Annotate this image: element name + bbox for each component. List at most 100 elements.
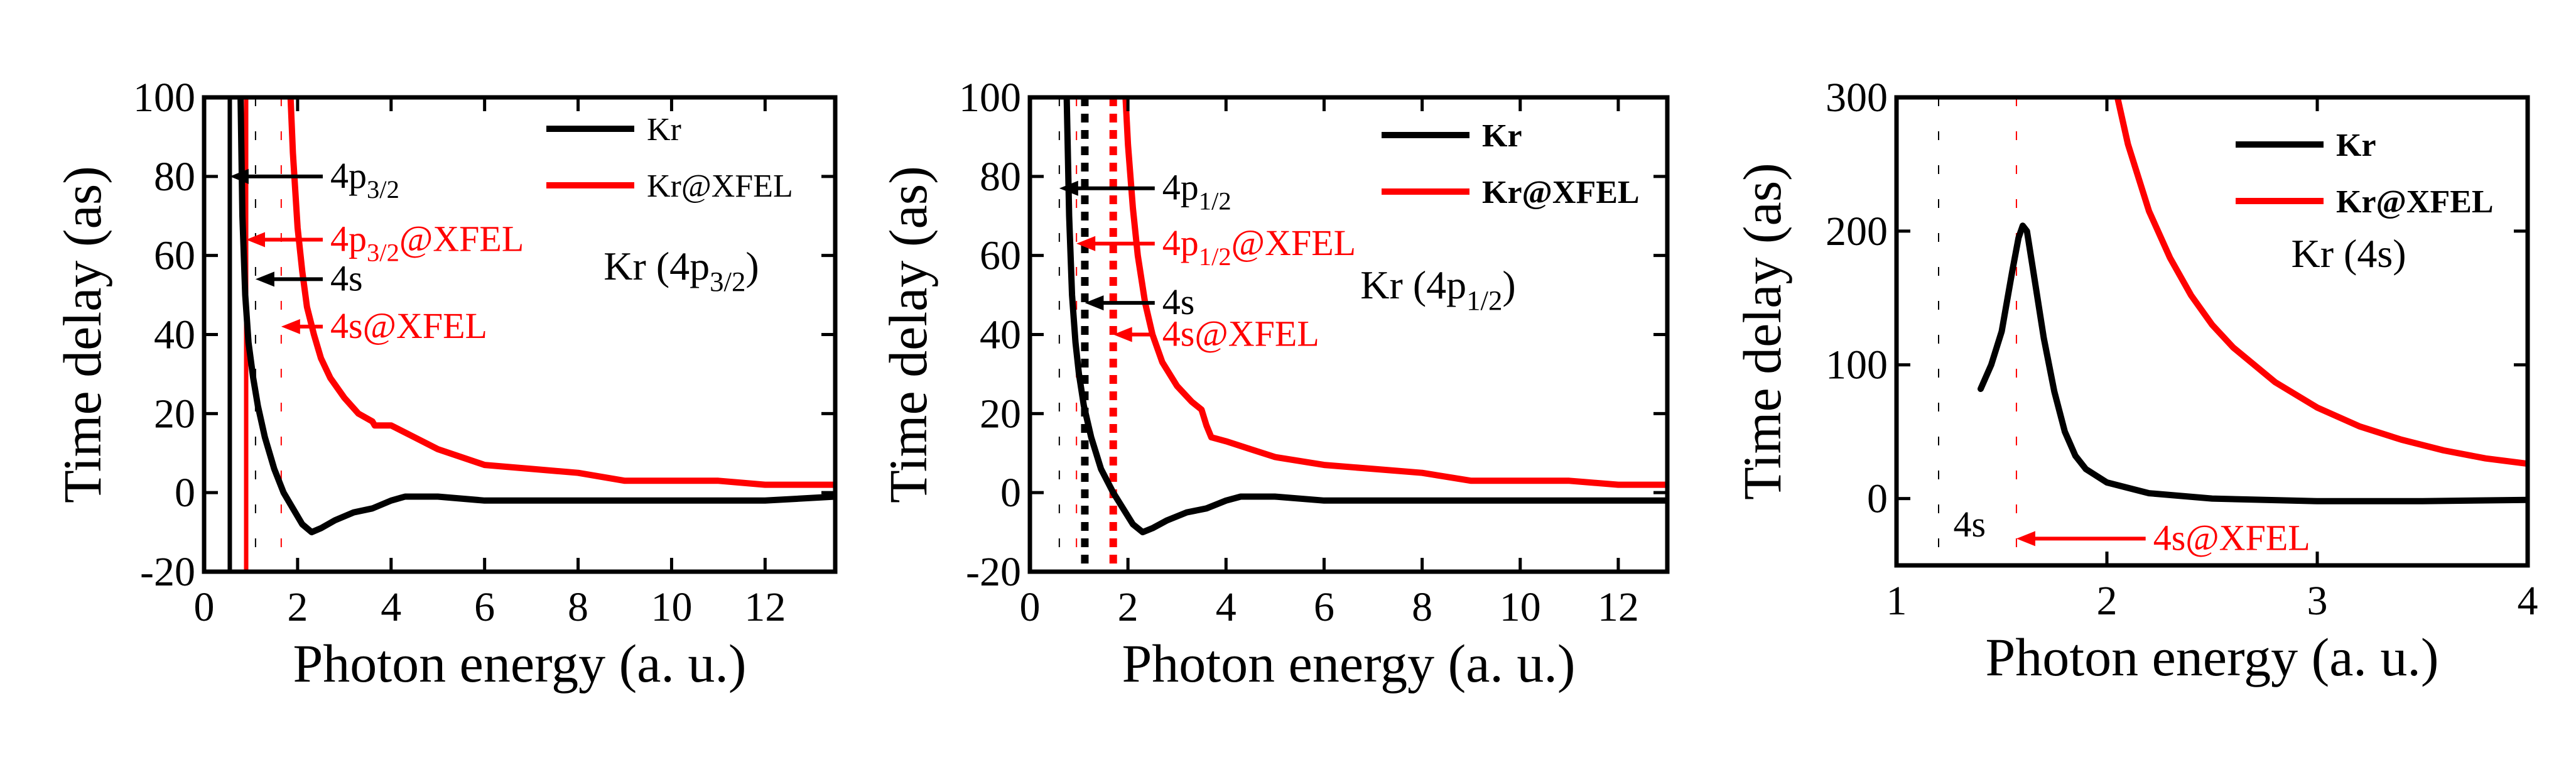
y-tick-label: 0 [1000,470,1021,516]
x-tick-label: 4 [2518,578,2538,624]
y-tick-label: 300 [1826,75,1888,121]
legend-label-kr-xfel: Kr@XFEL [1482,175,1640,210]
annotation-label: 4s [1162,281,1195,322]
panel-title-end: ) [1502,263,1515,307]
legend: Kr Kr@XFEL [1382,118,1640,210]
annotation-2: 4p1/2@XFEL [1076,222,1356,271]
y-axis-label: Time delay (as) [1732,163,1792,500]
x-tick-label: 0 [194,584,215,630]
annotation-label: 4s [330,258,363,298]
annotation-4: 4s@XFEL [1113,313,1319,354]
annotation-main: 4p [1162,167,1199,208]
plot-frame [1894,95,2530,568]
legend-label-kr: Kr [1482,118,1522,154]
y-tick-label: 0 [175,470,195,516]
x-tick-label: 0 [1020,584,1041,630]
y-axis-label: Time delay (as) [878,166,938,503]
annotation-4: 4s@XFEL [281,305,487,346]
panel-title-sub: 3/2 [710,266,745,297]
x-axis-label: Photon energy (a. u.) [1122,633,1575,694]
panel-title-main: Kr (4s) [2291,231,2406,276]
annotation-1: 4s [1953,504,1986,545]
annotation-label: 4s@XFEL [2153,517,2310,558]
legend-label-kr: Kr [2336,128,2376,163]
y-tick-label: -20 [140,549,195,595]
annotation-main: 4s [1162,313,1195,354]
series-line-kr-xfel [2114,97,2528,467]
legend-label-kr-xfel: Kr@XFEL [647,168,793,204]
panel-title: Kr (4p1/2) [1360,263,1515,316]
x-tick-label: 12 [1598,584,1639,630]
panel-title-main: Kr (4p [1360,263,1466,307]
annotation-2: 4p3/2@XFEL [246,219,524,267]
annotation-suffix: @XFEL [2185,517,2310,558]
y-tick-label: -20 [966,549,1021,595]
annotation-label: 4p1/2@XFEL [1162,222,1356,271]
arrow-head-icon [1085,295,1104,311]
y-tick-label: 40 [154,312,195,358]
panel-title-main: Kr (4p [603,244,710,288]
annotation-main: 4p [330,219,367,259]
arrow-head-icon [1059,180,1078,196]
annotation-label: 4s [1953,504,1986,545]
x-tick-label: 10 [1500,584,1541,630]
y-tick-label: 80 [154,154,195,200]
annotation-label: 4s@XFEL [330,305,487,346]
x-tick-label: 12 [744,584,786,630]
annotation-1: 4p3/2 [229,155,399,204]
annotation-suffix: @XFEL [1231,222,1356,263]
x-tick-label: 8 [568,584,588,630]
legend-label-kr-xfel: Kr@XFEL [2336,184,2494,220]
arrow-head-icon [246,232,265,248]
annotation-3: 4s [255,258,363,298]
legend-label-kr: Kr [647,112,681,148]
x-tick-label: 8 [1412,584,1432,630]
arrow-head-icon [255,271,274,287]
arrow-head-icon [1076,236,1096,251]
annotation-main: 4s [1953,504,1986,545]
panel-title: Kr (4p3/2) [603,244,759,297]
legend: Kr Kr@XFEL [546,112,793,204]
annotation-label: 4p3/2@XFEL [330,219,524,267]
legend: Kr Kr@XFEL [2236,128,2494,220]
y-tick-label: 60 [154,233,195,279]
x-tick-label: 2 [2097,578,2118,624]
y-tick-label: 200 [1826,209,1888,254]
arrow-head-icon [229,168,249,184]
x-axis-label: Photon energy (a. u.) [1985,627,2438,687]
series-line-kr-xfel [287,97,835,488]
arrow-head-icon [2016,531,2035,547]
annotation-suffix: @XFEL [1194,313,1319,354]
y-tick-label: 80 [980,154,1021,200]
x-tick-label: 10 [651,584,692,630]
y-tick-label: 100 [1826,342,1888,388]
annotation-label: 4p1/2 [1162,167,1231,215]
annotation-sub: 1/2 [1199,187,1231,215]
y-tick-label: 20 [154,391,195,437]
y-tick-label: 40 [980,312,1021,358]
annotation-1: 4p1/2 [1059,167,1231,215]
annotation-3: 4s [1085,281,1194,322]
x-tick-label: 1 [1886,578,1907,624]
y-tick-label: 20 [980,391,1021,437]
series-line-kr-xfel [1122,97,1667,488]
y-tick-label: 100 [133,75,195,121]
panel-title-sub: 1/2 [1466,285,1502,316]
y-tick-label: 100 [959,75,1021,121]
panel-title: Kr (4s) [2291,231,2406,276]
series-line-kr [1063,97,1667,536]
annotation-main: 4s [2153,517,2186,558]
x-tick-label: 2 [287,584,308,630]
arrow-head-icon [1113,327,1132,342]
panel-title-end: ) [745,244,759,288]
annotation-2: 4s@XFEL [2016,517,2310,558]
annotation-sub: 3/2 [367,175,399,204]
annotation-main: 4s [1162,281,1195,322]
annotation-main: 4p [1162,222,1199,263]
annotation-suffix: @XFEL [363,305,487,346]
annotation-suffix: @XFEL [399,219,524,259]
series-line-kr [237,97,835,536]
annotation-main: 4s [330,258,363,298]
